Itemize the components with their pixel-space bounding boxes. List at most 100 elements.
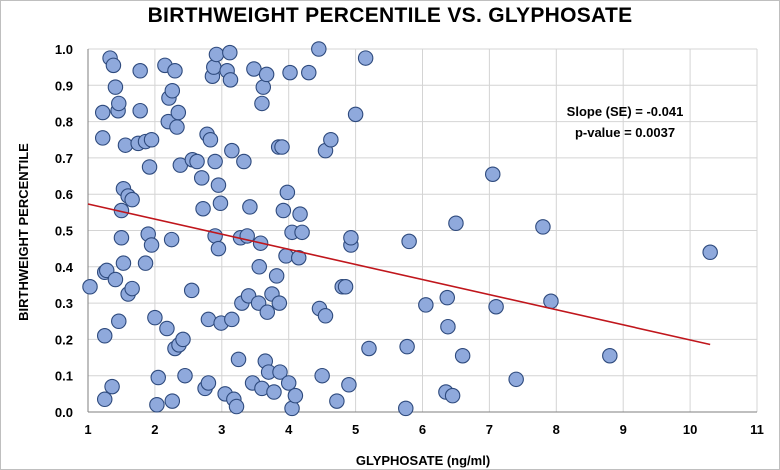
data-point <box>399 338 415 355</box>
data-point <box>170 104 187 121</box>
data-point <box>440 318 456 335</box>
data-point <box>150 369 166 386</box>
y-tick-label: 0.5 <box>55 224 73 239</box>
data-point <box>228 398 245 415</box>
data-point <box>115 255 132 271</box>
data-point <box>206 59 222 75</box>
tick-labels: 1 2 3 4 5 6 7 8 9 10 11 0.0 0.1 0.2 0.3 0.4 0.5 0.6 0.7 0.8… <box>55 42 764 437</box>
data-point <box>259 304 276 320</box>
data-point <box>94 104 111 121</box>
y-axis-title: BIRTHWEIGHT PERCENTILE <box>16 143 31 321</box>
data-point <box>143 237 160 253</box>
data-point <box>311 41 327 57</box>
data-point <box>113 230 130 246</box>
data-point <box>488 298 504 315</box>
data-point <box>271 295 288 311</box>
data-point <box>132 102 148 119</box>
data-point <box>163 231 180 248</box>
data-point <box>287 387 304 404</box>
x-tick-label: 1 <box>84 422 91 437</box>
axes <box>87 49 757 413</box>
data-point <box>444 387 461 404</box>
y-tick-label: 0.7 <box>55 151 73 166</box>
data-point <box>347 106 364 123</box>
data-point <box>255 79 272 95</box>
data-point <box>280 375 297 391</box>
data-point <box>169 119 185 135</box>
x-tick-label: 3 <box>218 422 225 437</box>
data-point <box>107 79 124 95</box>
data-point <box>210 177 227 193</box>
data-point <box>222 44 238 61</box>
data-point <box>141 159 158 175</box>
data-points <box>82 41 718 417</box>
data-point <box>164 82 181 99</box>
data-point <box>177 367 193 384</box>
slope-annotation: Slope (SE) = -0.041 <box>567 104 684 119</box>
data-point <box>602 347 618 364</box>
trendline <box>87 203 711 346</box>
data-point <box>278 248 294 264</box>
data-point <box>275 202 292 219</box>
data-point <box>266 384 282 400</box>
data-point <box>111 95 127 112</box>
data-point <box>292 206 308 222</box>
data-point <box>82 279 98 295</box>
data-point <box>230 351 247 368</box>
data-point <box>224 311 240 328</box>
data-point <box>167 63 183 79</box>
y-tick-label: 0.2 <box>55 332 73 347</box>
data-point <box>294 224 310 241</box>
data-point <box>702 244 718 261</box>
data-point <box>418 297 434 313</box>
y-tick-label: 0.3 <box>55 296 73 311</box>
data-point <box>132 63 148 79</box>
data-point <box>251 259 268 275</box>
data-point <box>195 200 211 217</box>
data-point <box>175 331 191 348</box>
p-value-annotation: p-value = 0.0037 <box>575 125 675 140</box>
data-point <box>290 249 307 266</box>
x-tick-label: 7 <box>486 422 493 437</box>
data-point <box>454 347 471 364</box>
y-tick-label: 0.0 <box>55 405 73 420</box>
data-point <box>543 293 559 310</box>
data-point <box>279 184 296 201</box>
data-point <box>143 132 160 148</box>
data-point <box>202 132 219 148</box>
data-point <box>189 153 205 170</box>
data-point <box>484 166 501 182</box>
data-point <box>94 130 111 146</box>
data-point <box>200 375 217 391</box>
data-point <box>535 219 551 235</box>
data-point <box>147 309 163 326</box>
data-point <box>164 393 181 409</box>
data-point <box>207 153 223 170</box>
y-tick-label: 1.0 <box>55 42 73 57</box>
data-point <box>439 289 456 306</box>
data-point <box>124 191 140 208</box>
data-point <box>105 57 122 74</box>
y-tick-label: 0.4 <box>55 260 74 275</box>
data-point <box>361 340 377 357</box>
data-point <box>242 199 258 215</box>
data-point <box>193 170 210 186</box>
x-tick-label: 6 <box>419 422 426 437</box>
x-tick-label: 4 <box>285 422 293 437</box>
data-point <box>508 371 524 388</box>
data-point <box>208 46 225 63</box>
data-point <box>107 271 124 288</box>
data-point <box>398 400 414 417</box>
data-point <box>317 308 334 324</box>
data-point <box>314 367 330 384</box>
x-tick-label: 11 <box>750 422 764 437</box>
data-point <box>301 64 317 81</box>
y-tick-label: 0.1 <box>55 369 73 384</box>
y-tick-label: 0.6 <box>55 187 73 202</box>
data-point <box>357 50 374 66</box>
data-point <box>272 364 288 380</box>
data-point <box>200 311 217 328</box>
data-point <box>96 391 113 408</box>
